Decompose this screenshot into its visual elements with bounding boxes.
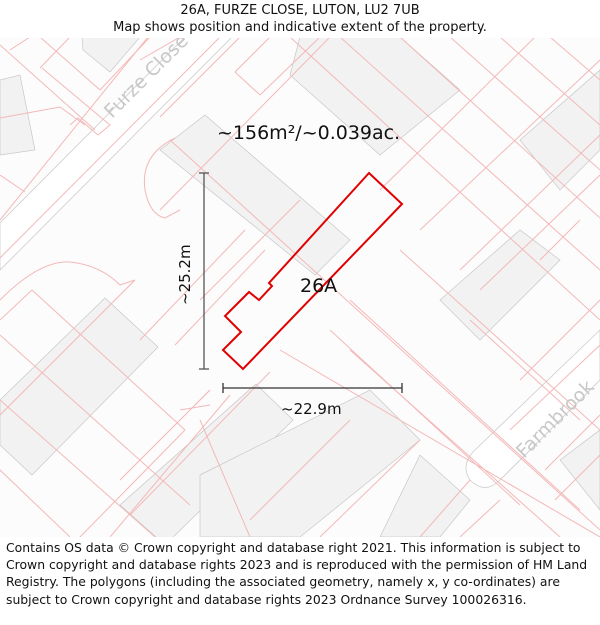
property-boundary[interactable] <box>221 171 404 371</box>
property-label: 26A <box>300 275 338 297</box>
area-label: ~156m²/~0.039ac. <box>217 122 401 144</box>
map-subtitle: Map shows position and indicative extent… <box>113 20 487 35</box>
parcel-lines <box>0 37 600 537</box>
vertical-measure <box>199 172 209 370</box>
road-furze-close <box>0 37 233 271</box>
horizontal-measure <box>222 383 403 393</box>
horizontal-measure-label: ~22.9m <box>281 400 342 418</box>
map-header: 26A, FURZE CLOSE, LUTON, LU2 7UB Map sho… <box>0 0 600 38</box>
copyright-notice: Contains OS data © Crown copyright and d… <box>6 539 596 608</box>
map-canvas[interactable]: Furze Close Farmbrook ~156m²/~0.039ac. 2… <box>0 37 600 537</box>
address-title: 26A, FURZE CLOSE, LUTON, LU2 7UB <box>180 3 420 18</box>
vertical-measure-label: ~25.2m <box>176 244 194 305</box>
